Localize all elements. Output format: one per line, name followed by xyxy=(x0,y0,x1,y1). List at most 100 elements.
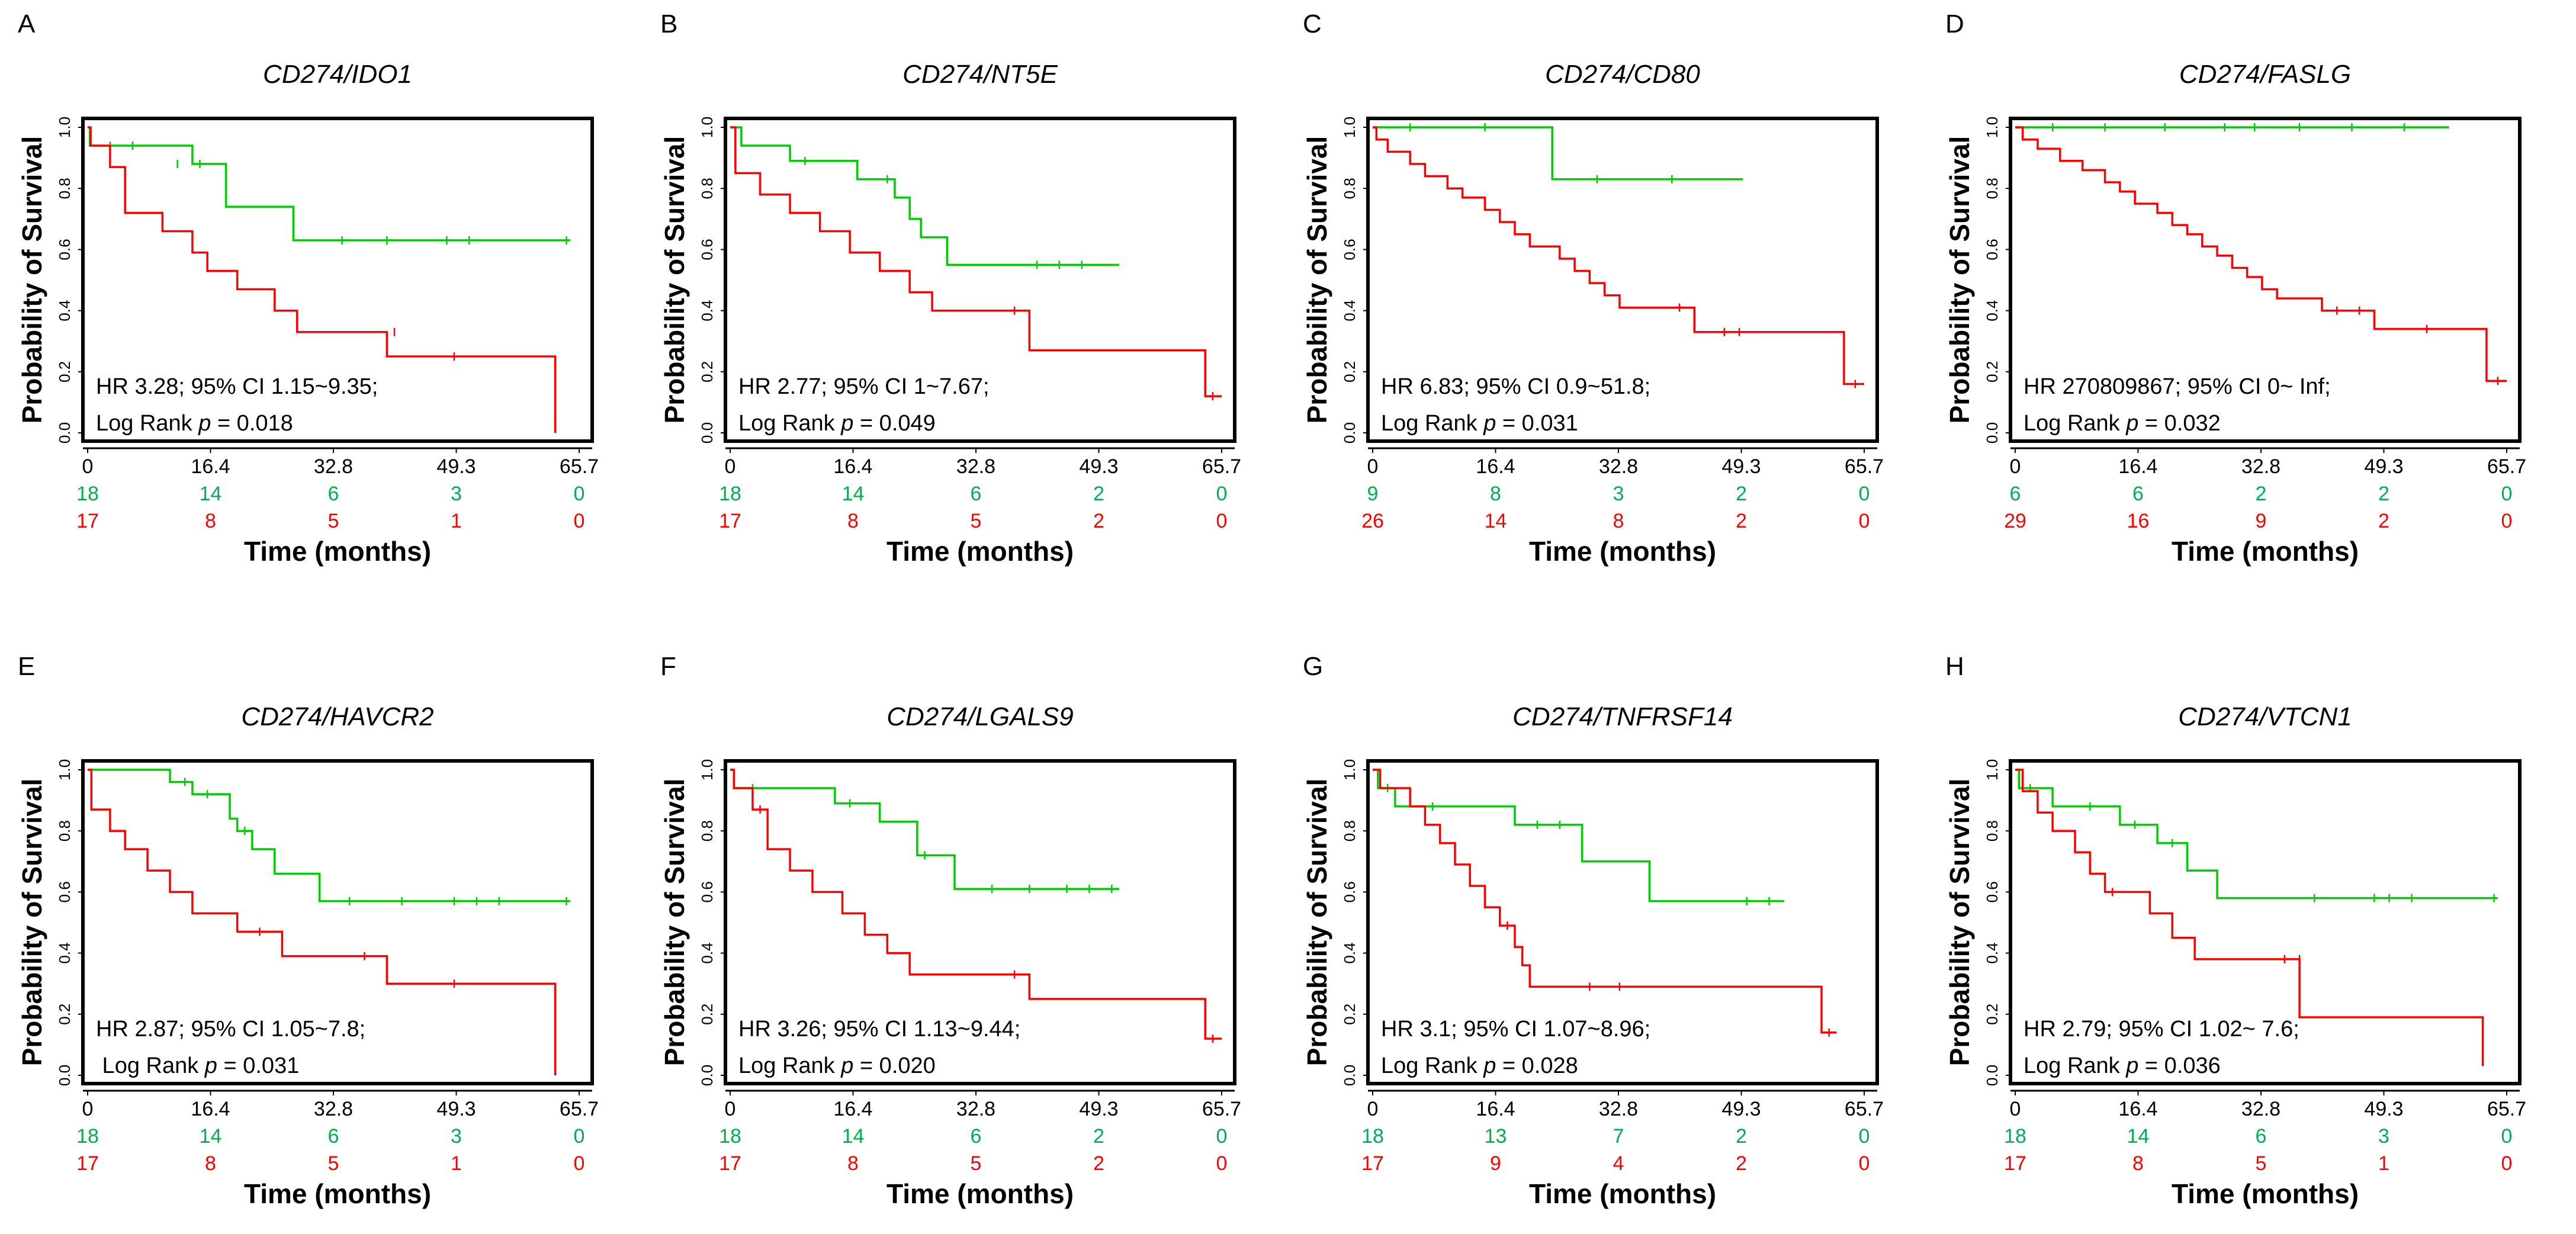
p-value: = 0.036 xyxy=(2138,1053,2220,1078)
log-rank-prefix: Log Rank xyxy=(96,1053,205,1078)
chart-title: CD274/FASLG xyxy=(2179,60,2351,89)
chart-title: CD274/NT5E xyxy=(902,60,1058,89)
y-tick-label: 0.8 xyxy=(698,178,716,199)
risk-count-low: 0 xyxy=(1216,1152,1228,1175)
x-tick-label: 32.8 xyxy=(956,455,995,478)
survival-curve-high xyxy=(1373,126,1743,181)
y-tick-label: 0.0 xyxy=(56,1065,73,1086)
y-tick-label: 0.0 xyxy=(1341,1065,1358,1086)
plot-frame xyxy=(2009,759,2522,1085)
y-axis-label: Probability of Survival xyxy=(659,779,690,1066)
log-rank-text: Log Rank p = 0.031 xyxy=(1381,411,1578,436)
risk-count-high: 6 xyxy=(328,483,339,505)
log-rank-text: Log Rank p = 0.020 xyxy=(738,1053,936,1078)
risk-count-high: 0 xyxy=(1859,483,1870,505)
x-tick-label: 65.7 xyxy=(1202,455,1241,478)
survival-curve-low xyxy=(88,126,557,433)
y-tick-label: 0.2 xyxy=(1341,361,1358,383)
y-tick-label: 1.0 xyxy=(1341,759,1358,780)
x-tick-label: 0 xyxy=(1367,1098,1379,1120)
risk-count-low: 8 xyxy=(847,510,859,532)
x-tick-label: 65.7 xyxy=(560,455,599,478)
survival-curve-high xyxy=(1373,769,1784,902)
risk-count-low: 2 xyxy=(1736,510,1747,532)
y-tick-label: 0.2 xyxy=(1983,361,2001,383)
risk-count-low: 2 xyxy=(1093,1152,1104,1175)
panel-letter: E xyxy=(18,652,35,681)
risk-count-low: 0 xyxy=(574,510,585,532)
log-rank-text: Log Rank p = 0.032 xyxy=(2023,411,2221,436)
survival-curve-low xyxy=(2015,126,2507,383)
risk-count-low: 9 xyxy=(2256,510,2267,532)
plot-frame xyxy=(724,117,1236,443)
risk-count-high: 3 xyxy=(2378,1125,2389,1148)
risk-count-low: 5 xyxy=(328,510,339,532)
risk-count-high: 6 xyxy=(328,1125,339,1148)
x-tick-label: 49.3 xyxy=(436,455,476,478)
hazard-ratio-text: HR 6.83; 95% CI 0.9~51.8; xyxy=(1381,374,1650,399)
x-tick-label: 32.8 xyxy=(2241,1098,2281,1120)
risk-count-low: 8 xyxy=(1613,510,1624,532)
survival-curve-high xyxy=(730,126,1119,266)
x-tick-label: 32.8 xyxy=(956,1098,995,1120)
x-tick-label: 32.8 xyxy=(314,455,353,478)
y-tick-label: 1.0 xyxy=(1983,117,2001,138)
risk-count-low: 0 xyxy=(1859,1152,1870,1175)
risk-count-low: 0 xyxy=(1859,510,1870,532)
hazard-ratio-text: HR 2.79; 95% CI 1.02~ 7.6; xyxy=(2023,1017,2299,1042)
risk-count-low: 17 xyxy=(76,1152,99,1175)
risk-count-high: 7 xyxy=(1613,1125,1624,1148)
risk-count-high: 13 xyxy=(1485,1125,1507,1148)
y-tick-label: 0.2 xyxy=(1983,1004,2001,1025)
risk-count-high: 6 xyxy=(971,483,982,505)
x-tick-label: 16.4 xyxy=(2118,1098,2157,1120)
chart-title: CD274/TNFRSF14 xyxy=(1512,702,1733,731)
x-tick-label: 65.7 xyxy=(1845,455,1884,478)
p-symbol: p xyxy=(1483,411,1496,436)
risk-count-high: 9 xyxy=(1367,483,1379,505)
log-rank-prefix: Log Rank xyxy=(2023,1053,2126,1078)
y-tick-label: 0.8 xyxy=(1983,178,2001,199)
log-rank-text: Log Rank p = 0.036 xyxy=(2023,1053,2221,1078)
y-tick-label: 0.4 xyxy=(56,300,73,322)
y-tick-label: 0.4 xyxy=(698,300,716,322)
risk-count-low: 0 xyxy=(574,1152,585,1175)
panel-letter: F xyxy=(660,652,676,681)
x-tick-label: 0 xyxy=(725,455,736,478)
x-axis-label: Time (months) xyxy=(2172,1178,2359,1209)
risk-count-low: 17 xyxy=(2004,1152,2026,1175)
p-value: = 0.031 xyxy=(1496,411,1578,436)
y-tick-label: 0.6 xyxy=(1983,881,2001,902)
risk-count-high: 0 xyxy=(2501,1125,2513,1148)
risk-count-low: 8 xyxy=(205,1152,216,1175)
y-tick-label: 0.8 xyxy=(698,820,716,841)
risk-count-low: 14 xyxy=(1485,510,1507,532)
risk-count-high: 3 xyxy=(1613,483,1624,505)
x-tick-label: 49.3 xyxy=(1079,1098,1118,1120)
log-rank-text: Log Rank p = 0.028 xyxy=(1381,1053,1578,1078)
p-symbol: p xyxy=(2125,411,2138,436)
y-tick-label: 0.2 xyxy=(56,361,73,383)
x-axis-label: Time (months) xyxy=(244,536,431,567)
risk-count-high: 0 xyxy=(574,1125,585,1148)
log-rank-prefix: Log Rank xyxy=(1381,1053,1483,1078)
panel-b: B CD274/NT5E Probability of Survival 0.0 0.2… xyxy=(659,9,1241,567)
risk-count-high: 2 xyxy=(1736,1125,1747,1148)
panel-letter: B xyxy=(660,9,677,38)
y-tick-label: 0.6 xyxy=(698,239,716,260)
risk-count-high: 18 xyxy=(2004,1125,2026,1148)
y-axis-label: Probability of Survival xyxy=(17,779,47,1066)
panel-f: F CD274/LGALS9 Probability of Survival 0.0 0… xyxy=(659,652,1241,1209)
chart-title: CD274/CD80 xyxy=(1545,60,1700,89)
x-tick-label: 49.3 xyxy=(1079,455,1118,478)
survival-curve-low xyxy=(730,126,1222,397)
x-tick-label: 0 xyxy=(82,1098,94,1120)
p-value: = 0.028 xyxy=(1496,1053,1578,1078)
risk-count-low: 0 xyxy=(2501,1152,2513,1175)
x-axis-label: Time (months) xyxy=(1529,1178,1716,1209)
risk-count-low: 2 xyxy=(2378,510,2389,532)
x-tick-label: 32.8 xyxy=(1599,1098,1638,1120)
panel-letter: G xyxy=(1303,652,1323,681)
x-tick-label: 16.4 xyxy=(1476,1098,1515,1120)
p-symbol: p xyxy=(2125,1053,2138,1078)
